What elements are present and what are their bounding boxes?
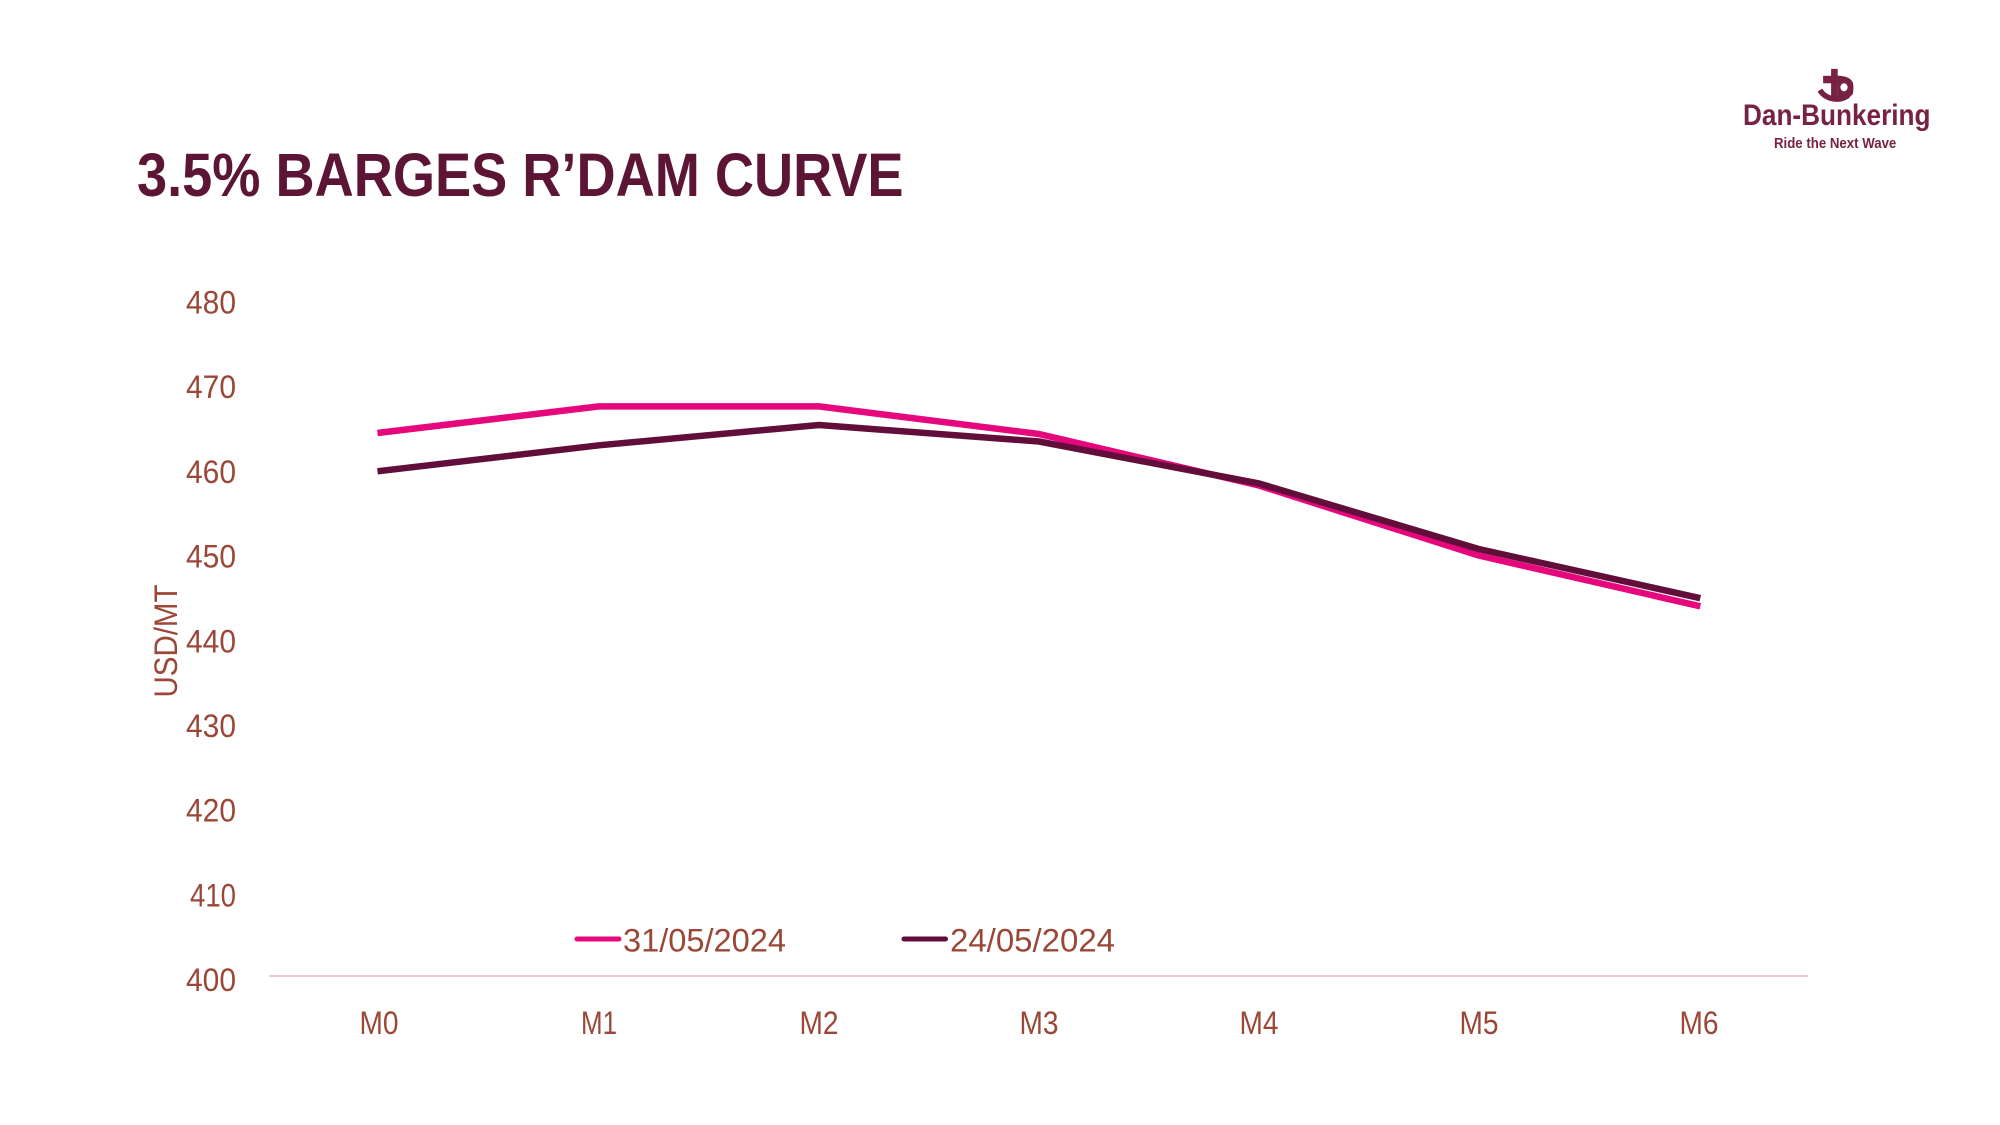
svg-text:M4: M4	[1240, 1005, 1279, 1041]
svg-text:470: 470	[186, 369, 236, 405]
svg-text:420: 420	[186, 793, 236, 829]
svg-text:M0: M0	[360, 1005, 399, 1041]
svg-text:M1: M1	[581, 1005, 617, 1041]
svg-text:M3: M3	[1020, 1005, 1059, 1041]
svg-text:480: 480	[186, 285, 236, 321]
svg-text:USD/MT: USD/MT	[148, 585, 184, 698]
svg-text:24/05/2024: 24/05/2024	[950, 923, 1115, 959]
svg-text:440: 440	[186, 623, 236, 659]
svg-text:31/05/2024: 31/05/2024	[623, 923, 786, 959]
svg-text:M2: M2	[800, 1005, 839, 1041]
svg-text:430: 430	[186, 708, 236, 744]
svg-text:460: 460	[186, 454, 236, 490]
svg-text:M5: M5	[1460, 1005, 1499, 1041]
svg-text:450: 450	[186, 539, 236, 575]
svg-text:410: 410	[190, 877, 236, 913]
svg-text:400: 400	[186, 962, 236, 998]
svg-text:M6: M6	[1680, 1005, 1719, 1041]
